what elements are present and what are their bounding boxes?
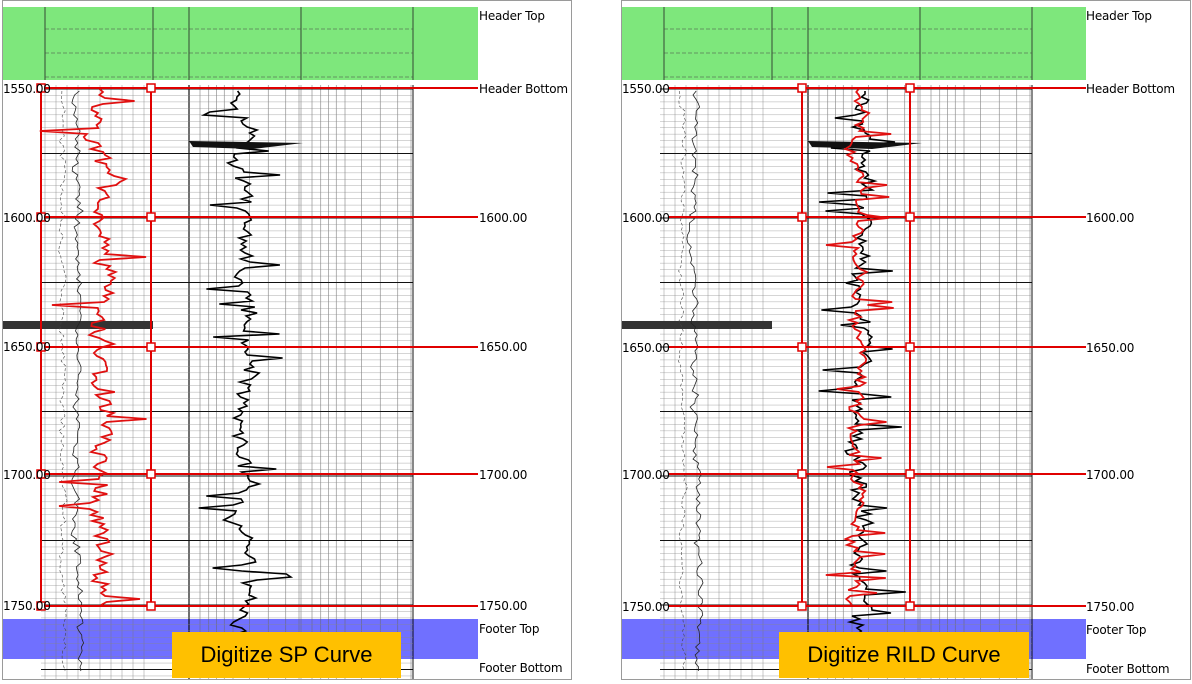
digitize-handle[interactable] (36, 342, 46, 352)
depth-label-1700: 1700.00 (3, 468, 51, 482)
depth-label-1600: 1600.00 (3, 211, 51, 225)
digitize-handle[interactable] (797, 212, 807, 222)
header-bottom-label: Header Bottom (479, 82, 568, 96)
digitize-handle[interactable] (797, 83, 807, 93)
digitize-handle[interactable] (36, 83, 46, 93)
digitize-handle[interactable] (146, 342, 156, 352)
depth-label-1550: 1550.00 (622, 82, 670, 96)
sp-digitize-panel: Header Top Header Bottom 1600.00 1650.00… (2, 0, 572, 680)
depth-label-1600: 1600.00 (622, 211, 670, 225)
depth-marker-right-1650: 1650.00 (479, 340, 528, 354)
depth-label-1650: 1650.00 (622, 341, 670, 355)
depth-marker-right-1700: 1700.00 (479, 468, 528, 482)
log-grid (3, 7, 414, 679)
digitize-frame (668, 83, 1086, 611)
header-band (622, 7, 1086, 80)
rild-digitize-panel: Header Top Header Bottom 1600.00 1650.00… (621, 0, 1191, 680)
depth-label-1650: 1650.00 (3, 340, 51, 354)
header-top-label: Header Top (1086, 9, 1152, 23)
digitize-handle[interactable] (797, 342, 807, 352)
header-band (3, 7, 478, 80)
digitize-handle[interactable] (36, 601, 46, 611)
depth-marker-right-1600: 1600.00 (1086, 211, 1135, 225)
header-top-label: Header Top (479, 9, 545, 23)
digitize-handle[interactable] (905, 342, 915, 352)
footer-bottom-label: Footer Bottom (479, 661, 563, 675)
digitize-handle[interactable] (905, 601, 915, 611)
well-log-image (622, 7, 1086, 679)
depth-label-1750: 1750.00 (3, 599, 51, 613)
digitize-handle[interactable] (905, 469, 915, 479)
digitize-handle[interactable] (36, 212, 46, 222)
digitize-handle[interactable] (146, 469, 156, 479)
footer-bottom-label: Footer Bottom (1086, 662, 1170, 676)
footer-top-label: Footer Top (479, 622, 540, 636)
digitized-curve (39, 88, 147, 606)
header-bottom-label: Header Bottom (1086, 82, 1175, 96)
digitize-sp-curve-button[interactable]: Digitize SP Curve (172, 632, 401, 678)
digitize-handle[interactable] (36, 469, 46, 479)
depth-marker-right-1750: 1750.00 (1086, 600, 1135, 614)
depth-label-1700: 1700.00 (622, 468, 670, 482)
depth-label-1550: 1550.00 (3, 82, 51, 96)
digitize-frame (36, 83, 478, 611)
footer-top-label: Footer Top (1086, 623, 1147, 637)
digitize-handle[interactable] (146, 601, 156, 611)
digitize-handle[interactable] (905, 83, 915, 93)
log-grid (622, 7, 1033, 679)
digitize-rild-curve-button[interactable]: Digitize RILD Curve (779, 632, 1029, 678)
depth-marker-right-1750: 1750.00 (479, 599, 528, 613)
digitize-handle[interactable] (905, 212, 915, 222)
digitize-handle[interactable] (797, 469, 807, 479)
depth-marker-right-1700: 1700.00 (1086, 468, 1135, 482)
digitize-handle[interactable] (146, 212, 156, 222)
digitized-curve (825, 88, 894, 606)
depth-label-1750: 1750.00 (622, 600, 670, 614)
depth-marker-right-1600: 1600.00 (479, 211, 528, 225)
digitize-handle[interactable] (146, 83, 156, 93)
depth-marker-right-1650: 1650.00 (1086, 341, 1135, 355)
digitize-handle[interactable] (797, 601, 807, 611)
